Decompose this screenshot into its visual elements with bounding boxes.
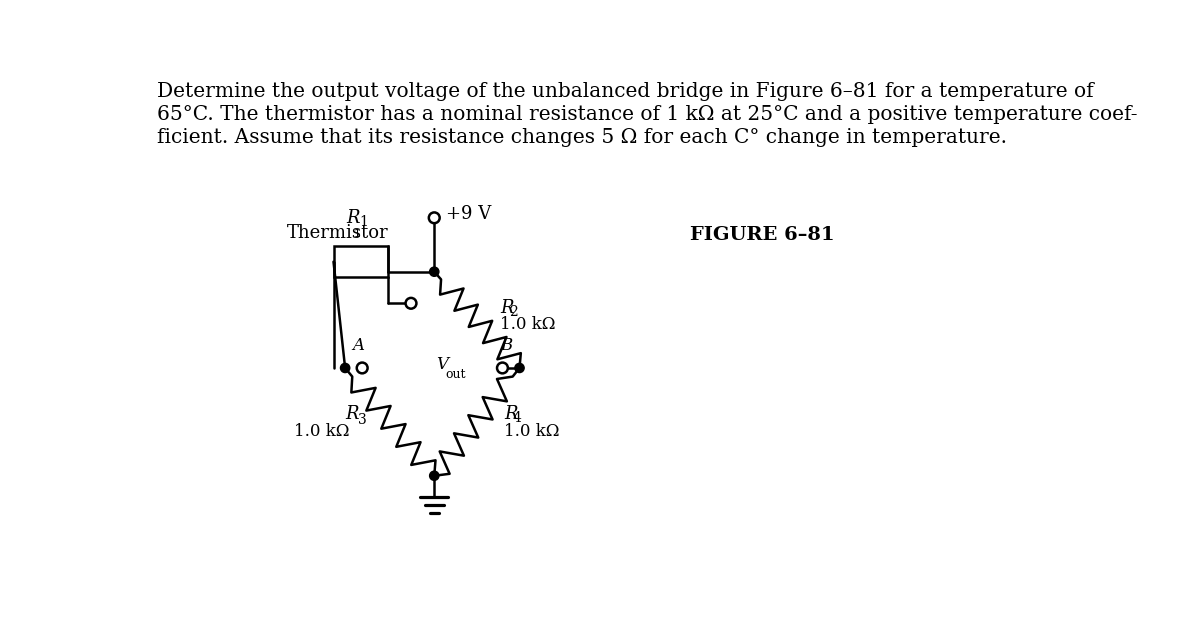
Text: 4: 4 [512, 411, 522, 425]
Circle shape [430, 267, 439, 276]
Text: 1.0 kΩ: 1.0 kΩ [500, 317, 556, 333]
Text: 1: 1 [359, 215, 368, 229]
Circle shape [341, 364, 349, 372]
Text: $_1$: $_1$ [353, 226, 361, 240]
Text: B: B [500, 337, 512, 354]
Text: 2: 2 [509, 305, 517, 319]
Bar [334, 246, 388, 277]
Text: 1.0 kΩ: 1.0 kΩ [504, 423, 559, 440]
Text: R: R [500, 299, 513, 317]
Text: Determine the output voltage of the unbalanced bridge in Figure 6–81 for a tempe: Determine the output voltage of the unba… [157, 82, 1094, 100]
Text: 3: 3 [359, 413, 367, 426]
Text: R: R [504, 405, 518, 423]
Text: V: V [435, 356, 447, 374]
Text: Thermistor: Thermistor [287, 224, 388, 242]
Text: out: out [445, 367, 466, 381]
Text: A: A [353, 337, 365, 354]
Circle shape [514, 364, 524, 372]
Text: ficient. Assume that its resistance changes 5 Ω for each C° change in temperatur: ficient. Assume that its resistance chan… [157, 127, 1007, 147]
Text: R: R [346, 209, 360, 227]
Circle shape [430, 471, 439, 480]
Text: +9 V: +9 V [446, 205, 491, 223]
Text: FIGURE 6–81: FIGURE 6–81 [690, 225, 834, 244]
Text: 65°C. The thermistor has a nominal resistance of 1 kΩ at 25°C and a positive tem: 65°C. The thermistor has a nominal resis… [157, 105, 1138, 124]
Text: 1.0 kΩ: 1.0 kΩ [294, 423, 349, 440]
Circle shape [497, 362, 507, 374]
Text: R: R [345, 405, 359, 423]
Circle shape [356, 362, 368, 374]
Circle shape [406, 298, 417, 309]
Circle shape [428, 212, 440, 223]
